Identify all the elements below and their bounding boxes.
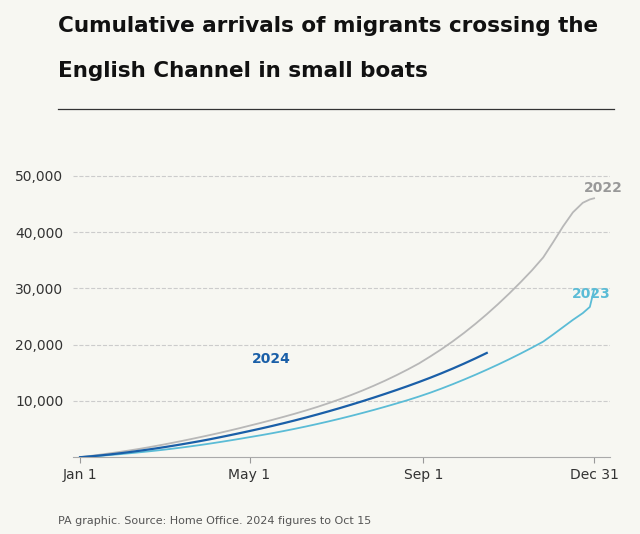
Text: English Channel in small boats: English Channel in small boats [58,61,428,81]
Text: PA graphic. Source: Home Office. 2024 figures to Oct 15: PA graphic. Source: Home Office. 2024 fi… [58,516,371,526]
Text: 2023: 2023 [572,287,610,301]
Text: Cumulative arrivals of migrants crossing the: Cumulative arrivals of migrants crossing… [58,16,598,36]
Text: 2022: 2022 [584,182,623,195]
Text: 2024: 2024 [252,352,291,366]
